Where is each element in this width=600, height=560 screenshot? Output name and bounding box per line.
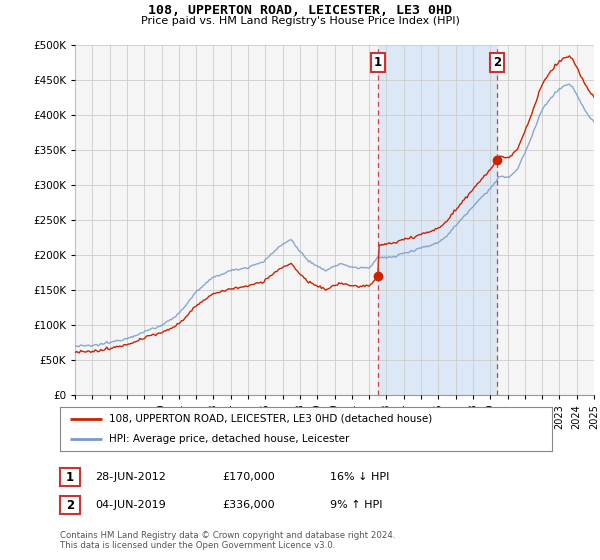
- Text: 9% ↑ HPI: 9% ↑ HPI: [330, 500, 383, 510]
- Text: Price paid vs. HM Land Registry's House Price Index (HPI): Price paid vs. HM Land Registry's House …: [140, 16, 460, 26]
- Text: 1: 1: [374, 56, 382, 69]
- Text: 04-JUN-2019: 04-JUN-2019: [95, 500, 166, 510]
- Text: 108, UPPERTON ROAD, LEICESTER, LE3 0HD (detached house): 108, UPPERTON ROAD, LEICESTER, LE3 0HD (…: [109, 414, 433, 424]
- Text: 16% ↓ HPI: 16% ↓ HPI: [330, 472, 389, 482]
- Text: £336,000: £336,000: [222, 500, 275, 510]
- Text: £170,000: £170,000: [222, 472, 275, 482]
- Text: 1: 1: [66, 470, 74, 484]
- Text: 2: 2: [493, 56, 502, 69]
- Text: 108, UPPERTON ROAD, LEICESTER, LE3 0HD: 108, UPPERTON ROAD, LEICESTER, LE3 0HD: [148, 4, 452, 17]
- Text: HPI: Average price, detached house, Leicester: HPI: Average price, detached house, Leic…: [109, 434, 350, 444]
- Bar: [378, 45, 497, 395]
- Text: 2: 2: [66, 498, 74, 512]
- Text: 28-JUN-2012: 28-JUN-2012: [95, 472, 166, 482]
- Text: Contains HM Land Registry data © Crown copyright and database right 2024.
This d: Contains HM Land Registry data © Crown c…: [60, 530, 395, 550]
